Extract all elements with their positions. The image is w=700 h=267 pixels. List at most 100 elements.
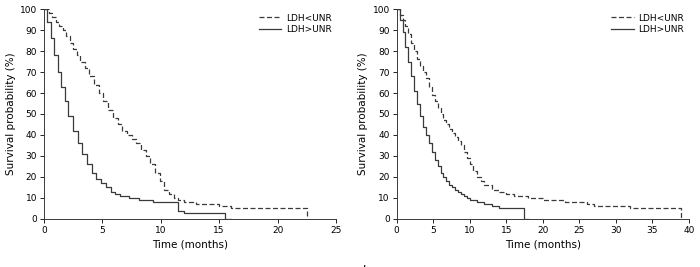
LDH<UNR — [118, 129, 127, 132]
LDH>UNR — [125, 196, 134, 199]
LDH>UNR — [162, 201, 171, 204]
LDH<UNR — [141, 154, 150, 158]
LDH>UNR — [215, 211, 223, 214]
LDH<UNR — [678, 217, 686, 221]
LDH>UNR — [407, 74, 416, 78]
LDH>UNR — [92, 178, 101, 181]
LDH>UNR — [78, 152, 87, 155]
LDH>UNR — [495, 207, 503, 210]
LDH>UNR — [64, 115, 73, 118]
LDH<UNR — [215, 205, 223, 208]
LDH<UNR — [94, 91, 103, 95]
LDH<UNR — [487, 188, 496, 191]
LDH<UNR — [136, 148, 145, 151]
LDH<UNR — [250, 207, 258, 210]
LDH>UNR — [227, 217, 235, 221]
LDH>UNR — [430, 159, 439, 162]
LDH>UNR — [473, 201, 481, 204]
LDH>UNR — [61, 100, 69, 103]
LDH>UNR — [469, 198, 477, 202]
LDH>UNR — [413, 102, 421, 105]
LDH>UNR — [477, 201, 485, 204]
LDH>UNR — [180, 211, 188, 214]
LDH>UNR — [498, 207, 507, 210]
LDH>UNR — [401, 45, 410, 48]
LDH<UNR — [155, 180, 164, 183]
LDH<UNR — [40, 7, 48, 11]
Legend: LDH<UNR, LDH>UNR: LDH<UNR, LDH>UNR — [611, 14, 684, 34]
LDH<UNR — [297, 207, 305, 210]
Line: LDH<UNR: LDH<UNR — [397, 9, 682, 219]
LDH<UNR — [108, 117, 117, 120]
LDH>UNR — [43, 20, 52, 23]
LDH>UNR — [398, 30, 407, 34]
Text: b: b — [362, 265, 370, 267]
LDH>UNR — [116, 194, 124, 198]
LDH<UNR — [174, 198, 183, 202]
LDH>UNR — [393, 7, 401, 11]
Legend: LDH<UNR, LDH>UNR: LDH<UNR, LDH>UNR — [258, 14, 332, 34]
LDH>UNR — [436, 171, 445, 174]
LDH>UNR — [174, 209, 183, 212]
LDH<UNR — [51, 20, 60, 23]
LDH>UNR — [520, 217, 528, 221]
LDH<UNR — [510, 194, 518, 198]
LDH>UNR — [192, 211, 200, 214]
LDH>UNR — [454, 190, 462, 193]
LDH<UNR — [104, 108, 113, 111]
LDH>UNR — [69, 129, 77, 132]
X-axis label: Time (months): Time (months) — [505, 239, 581, 249]
Line: LDH>UNR: LDH>UNR — [397, 9, 528, 219]
LDH<UNR — [69, 47, 77, 50]
LDH>UNR — [460, 194, 468, 198]
Line: LDH<UNR: LDH<UNR — [44, 9, 307, 219]
Y-axis label: Survival probability (%): Survival probability (%) — [358, 53, 368, 175]
LDH<UNR — [164, 192, 173, 195]
LDH>UNR — [491, 205, 500, 208]
LDH>UNR — [404, 60, 412, 63]
LDH<UNR — [48, 16, 56, 19]
LDH<UNR — [238, 207, 246, 210]
LDH>UNR — [74, 142, 82, 145]
LDH>UNR — [50, 54, 59, 57]
LDH>UNR — [148, 201, 157, 204]
LDH<UNR — [58, 29, 66, 32]
LDH>UNR — [40, 7, 48, 11]
Text: a: a — [3, 265, 10, 267]
LDH>UNR — [456, 192, 465, 195]
LDH>UNR — [395, 18, 404, 21]
LDH<UNR — [180, 201, 188, 204]
LDH<UNR — [192, 203, 200, 206]
LDH<UNR — [146, 163, 155, 166]
LDH<UNR — [132, 142, 141, 145]
LDH<UNR — [127, 138, 136, 141]
LDH>UNR — [158, 201, 166, 204]
LDH<UNR — [80, 66, 89, 69]
LDH>UNR — [448, 186, 456, 189]
LDH<UNR — [169, 196, 178, 199]
LDH>UNR — [442, 180, 451, 183]
LDH>UNR — [153, 201, 162, 204]
LDH>UNR — [139, 198, 148, 202]
LDH<UNR — [203, 203, 211, 206]
LDH>UNR — [410, 89, 419, 92]
LDH>UNR — [106, 190, 115, 193]
LDH>UNR — [433, 165, 442, 168]
LDH>UNR — [168, 201, 176, 204]
X-axis label: Time (months): Time (months) — [152, 239, 228, 249]
LDH>UNR — [220, 217, 229, 221]
LDH>UNR — [510, 207, 518, 210]
LDH<UNR — [160, 188, 169, 191]
LDH>UNR — [480, 203, 489, 206]
LDH<UNR — [72, 54, 80, 57]
LDH>UNR — [466, 198, 474, 202]
LDH>UNR — [463, 196, 471, 199]
LDH<UNR — [433, 106, 442, 109]
LDH>UNR — [487, 205, 496, 208]
LDH<UNR — [227, 207, 235, 210]
LDH<UNR — [76, 60, 84, 63]
LDH>UNR — [425, 142, 433, 145]
LDH<UNR — [495, 190, 503, 193]
LDH<UNR — [85, 74, 94, 78]
LDH>UNR — [484, 203, 492, 206]
